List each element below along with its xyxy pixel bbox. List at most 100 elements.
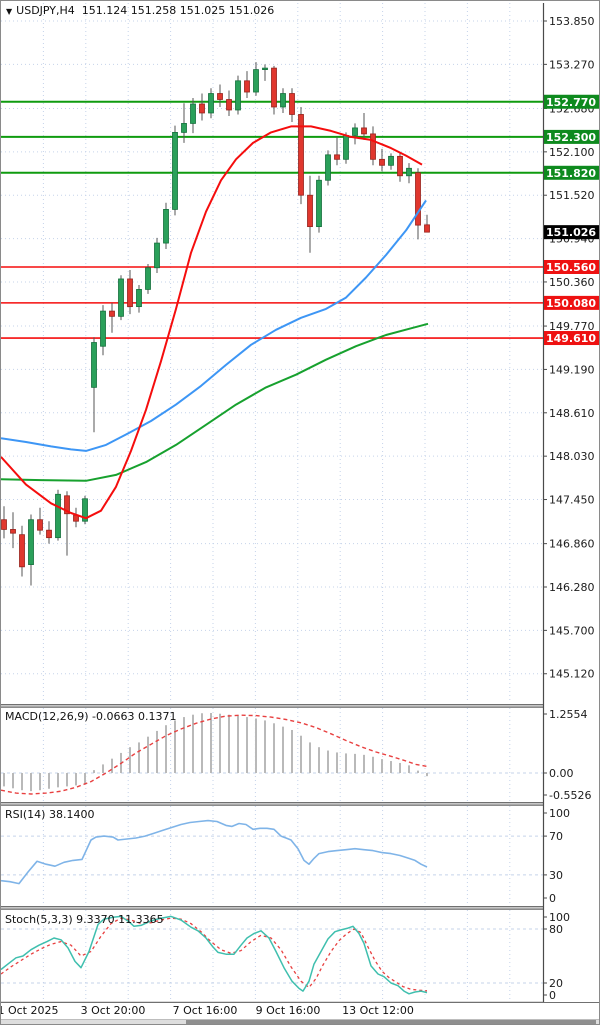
symbol-dropdown-icon[interactable]: ▼ (6, 7, 13, 16)
bear-candle (424, 224, 430, 233)
axis-tick-label: 80 (549, 923, 563, 936)
bear-candle (1, 519, 7, 530)
bull-candle (388, 155, 394, 166)
axis-tick-label: 149.770 (549, 320, 595, 333)
price-badge-label: 150.560 (546, 261, 596, 274)
macd-indicator-values: -0.0663 0.1371 (92, 710, 177, 723)
price-badges: 152.770 152.300 151.820 151.026 150.560 150.0… (544, 94, 599, 346)
axis-tick-label: 1.2554 (549, 708, 588, 721)
bear-candle (379, 158, 385, 166)
scrollbar-thumb[interactable] (186, 1020, 596, 1024)
bull-candle (55, 493, 61, 539)
axis-tick-label: 30 (549, 869, 563, 882)
bear-candle (64, 495, 70, 515)
bear-candle (334, 154, 340, 160)
bull-candle (100, 310, 106, 347)
bear-candle (298, 114, 304, 196)
bear-candle (46, 529, 52, 539)
axis-tick-label: 0.00 (549, 767, 574, 780)
axis-tick-label: 100 (549, 807, 570, 820)
price-chart-canvas[interactable]: 153.850153.270152.680152.100151.520150.9… (1, 1, 600, 1003)
bull-candle (316, 179, 322, 228)
price-badge-label: 151.026 (546, 226, 596, 239)
candles (1, 62, 430, 586)
panel-separator[interactable] (1, 703, 600, 708)
bull-candle (145, 267, 151, 290)
bull-candle (352, 127, 358, 136)
bear-candle (109, 310, 115, 317)
horizontal-scrollbar[interactable] (1, 1019, 599, 1024)
axis-tick-label: 153.270 (549, 58, 595, 71)
rsi-line (1, 819, 428, 885)
macd-indicator-name: MACD(12,26,9) (5, 710, 89, 723)
macd-histogram (3, 712, 428, 792)
axis-tick-label: 148.610 (549, 407, 595, 420)
support-resistance-lines (1, 100, 543, 339)
axis-tick-label: 146.280 (549, 581, 595, 594)
bear-candle (289, 93, 295, 115)
time-axis-label: 9 Oct 16:00 (255, 1004, 321, 1017)
axis-tick-label: 0 (549, 989, 556, 1002)
bull-candle (118, 278, 124, 317)
rsi-indicator-value: 38.1400 (48, 808, 95, 821)
price-badge-support (544, 295, 599, 310)
price-badge-support (544, 331, 599, 346)
price-badge-label: 152.770 (546, 96, 596, 109)
rsi-indicator-name: RSI(14) (5, 808, 46, 821)
axis-tick-label: 0 (549, 892, 556, 905)
bull-candle (262, 67, 268, 71)
grid (1, 3, 543, 1002)
stoch-indicator-values: 9.3370 11.3365 (76, 913, 164, 926)
axis-tick-label: 100 (549, 911, 570, 924)
ma-blue-medium-line (1, 199, 427, 452)
axis-tick-label: 149.190 (549, 363, 595, 376)
panel-separator[interactable] (1, 905, 600, 910)
axis-tick-label: 151.520 (549, 189, 595, 202)
price-badge-label: 151.820 (546, 167, 596, 180)
bear-candle (217, 93, 223, 100)
bull-candle (181, 123, 187, 133)
bear-candle (37, 519, 43, 531)
macd-signal-line (1, 714, 428, 795)
bull-candle (154, 242, 160, 269)
price-badge-resistance (544, 94, 599, 109)
axis-tick-label: -0.5526 (549, 789, 591, 802)
axis-tick-label: 153.850 (549, 15, 595, 28)
axis-tick-label: 145.700 (549, 624, 595, 637)
panel-separator[interactable] (1, 801, 600, 806)
bull-candle (406, 167, 412, 177)
price-badge-label: 152.300 (546, 131, 596, 144)
time-axis-label: 3 Oct 20:00 (80, 1004, 146, 1017)
time-axis-label: 7 Oct 16:00 (172, 1004, 238, 1017)
ohlc-quote-label: 151.124 151.258 151.025 151.026 (81, 4, 275, 17)
stoch-main-line (1, 915, 428, 995)
axis-tick-label: 146.860 (549, 538, 595, 551)
axis-tick-label: 145.120 (549, 668, 595, 681)
bull-candle (82, 498, 88, 522)
bull-candle (91, 342, 97, 388)
bull-candle (172, 132, 178, 210)
price-axis[interactable]: 153.850153.270152.680152.100151.520150.9… (542, 3, 600, 1002)
price-badge-label: 150.080 (546, 297, 596, 310)
time-axis[interactable]: 1 Oct 2025 3 Oct 20:00 7 Oct 16:00 9 Oct 16… (1, 1004, 599, 1019)
price-badge-support (544, 259, 599, 274)
bull-candle (136, 289, 142, 308)
bull-candle (190, 103, 196, 124)
bear-candle (10, 529, 16, 534)
bear-candle (19, 534, 25, 568)
price-badge-label: 149.610 (546, 332, 596, 345)
bear-candle (307, 194, 313, 228)
bear-candle (370, 133, 376, 160)
symbol-period-label: USDJPY,H4 (16, 4, 75, 17)
bear-candle (226, 99, 232, 111)
price-badge-resistance (544, 165, 599, 180)
axis-tick-label: 150.360 (549, 276, 595, 289)
stoch-indicator-name: Stoch(5,3,3) (5, 913, 73, 926)
price-badge-current (544, 225, 599, 240)
price-badge-resistance (544, 129, 599, 144)
bear-candle (397, 155, 403, 177)
bull-candle (280, 93, 286, 108)
bear-candle (244, 80, 250, 93)
macd-panel-label: MACD(12,26,9) -0.0663 0.1371 (5, 710, 177, 723)
